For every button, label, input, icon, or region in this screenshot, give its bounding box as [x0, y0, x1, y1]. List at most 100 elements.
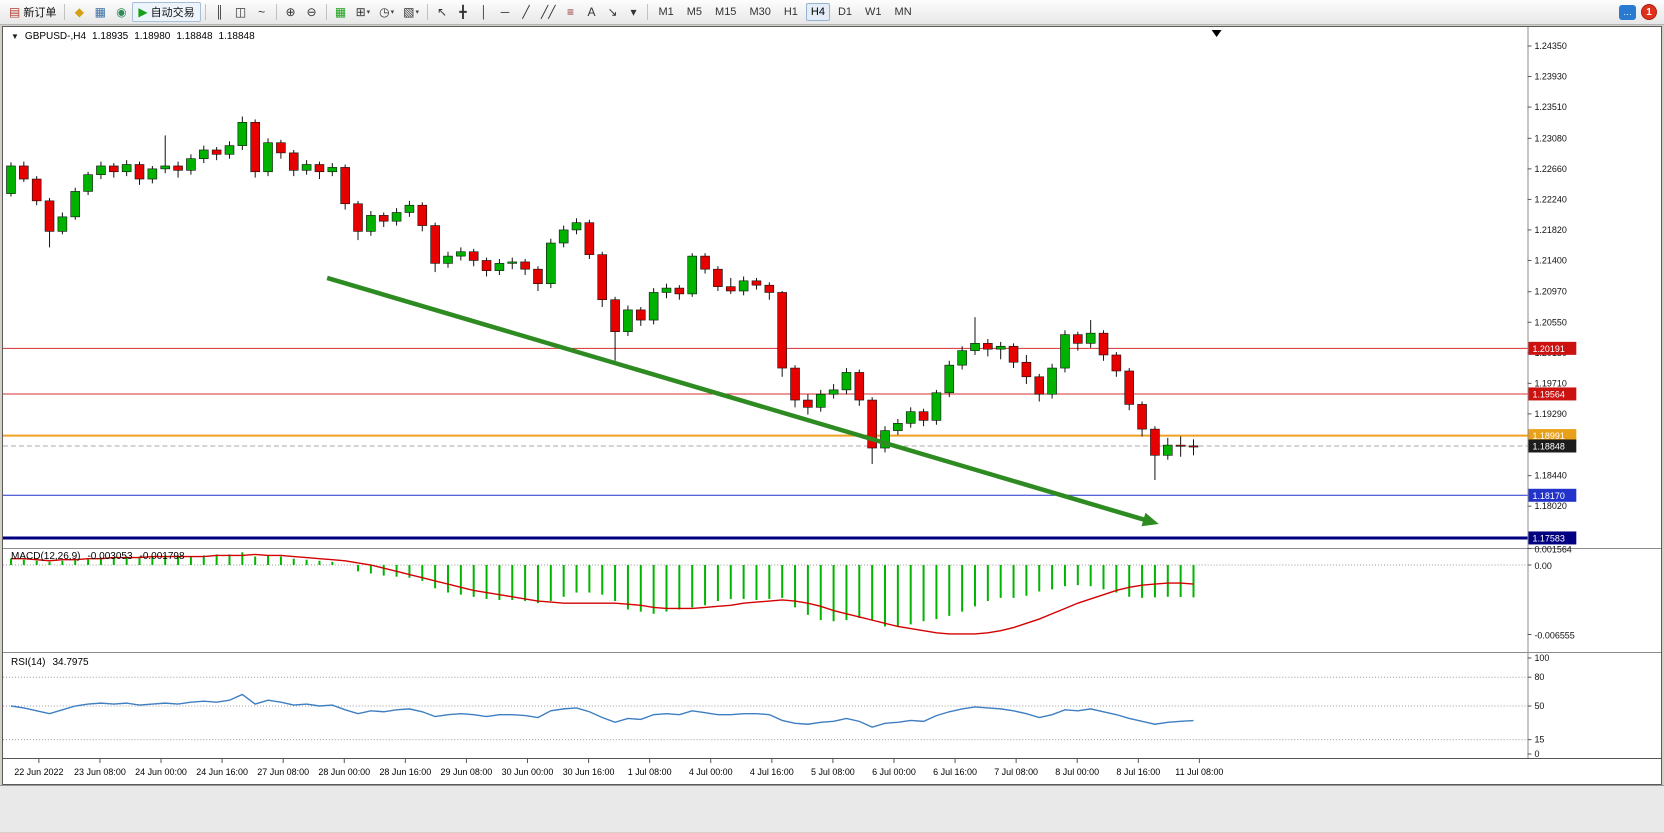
vertical-line-button[interactable]: │ — [474, 2, 494, 22]
cursor-button[interactable]: ↖ — [432, 2, 452, 22]
svg-text:8 Jul 00:00: 8 Jul 00:00 — [1055, 767, 1099, 777]
svg-text:5 Jul 08:00: 5 Jul 08:00 — [811, 767, 855, 777]
svg-text:4 Jul 00:00: 4 Jul 00:00 — [689, 767, 733, 777]
rsi-value: 34.7975 — [52, 657, 89, 668]
timeframe-h4-label: H4 — [810, 6, 825, 18]
new-chart-button[interactable]: ⊞ ▾ — [352, 2, 375, 22]
zoom-out-button[interactable]: ⊖ — [302, 2, 322, 22]
svg-text:1.22660: 1.22660 — [1534, 164, 1566, 174]
chart-window-button[interactable]: ▦ — [90, 2, 110, 22]
arrows-button[interactable]: ↘ — [602, 2, 622, 22]
timeframe-d1[interactable]: D1 — [833, 3, 857, 21]
line-chart-button[interactable]: ~ — [252, 2, 272, 22]
svg-text:1.18848: 1.18848 — [1532, 441, 1564, 451]
candlestick-series — [6, 116, 1199, 481]
trendline-button-icon: ╱ — [522, 5, 530, 19]
timeframe-mn[interactable]: MN — [890, 3, 917, 21]
trend-arrow[interactable] — [326, 275, 1159, 527]
toolbar-separator — [275, 4, 277, 20]
autotrade-button[interactable]: ▶ 自动交易 — [132, 2, 201, 22]
periods-button[interactable]: ◷ ▾ — [375, 2, 398, 22]
help-info-button-icon: ◉ — [116, 5, 127, 19]
rsi-label: RSI(14) 34.7975 — [11, 657, 89, 668]
timeframe-m1[interactable]: M1 — [653, 3, 678, 21]
equidistant-channel-button[interactable]: ╱╱ — [537, 2, 559, 22]
new-order-button-icon: ▤ — [9, 5, 21, 19]
zoom-in-button[interactable]: ⊕ — [281, 2, 301, 22]
timeframe-m5-label: M5 — [686, 6, 703, 18]
svg-text:1.23080: 1.23080 — [1534, 133, 1566, 143]
svg-text:1.21820: 1.21820 — [1534, 225, 1566, 235]
svg-text:1.19710: 1.19710 — [1534, 378, 1566, 388]
timeframe-w1-label: W1 — [865, 6, 882, 18]
trendline-button[interactable]: ╱ — [516, 2, 536, 22]
one-click-trading-expander[interactable]: ▼ — [11, 32, 19, 41]
svg-text:0.001564: 0.001564 — [1534, 544, 1571, 554]
chart-window-button-icon: ▦ — [94, 5, 107, 19]
notification-badge[interactable]: 1 — [1641, 4, 1657, 20]
svg-text:80: 80 — [1534, 672, 1544, 682]
rsi-panel: 100 80 50 15 0 — [3, 653, 1549, 759]
candlestick-chart-button[interactable]: ◫ — [231, 2, 251, 22]
rsi-title: RSI(14) — [11, 657, 46, 668]
bar-chart-button-icon: ║ — [215, 5, 224, 19]
timeframe-mn-label: MN — [894, 6, 912, 18]
svg-text:1.23510: 1.23510 — [1534, 102, 1566, 112]
svg-text:1.18991: 1.18991 — [1532, 431, 1564, 441]
objects-dropdown-button[interactable]: ▾ — [623, 2, 643, 22]
market-watch-button[interactable]: ◆ — [69, 2, 89, 22]
timeframe-m15[interactable]: M15 — [710, 3, 741, 21]
timeframe-m30[interactable]: M30 — [744, 3, 775, 21]
help-info-button[interactable]: ◉ — [111, 2, 131, 22]
new-order-button-label: 新订单 — [23, 7, 57, 19]
crosshair-button-icon: ╋ — [459, 5, 467, 19]
toolbar: ▤ 新订单 ◆ ▦ ◉ ▶ 自动交易 ║ ◫ ~ ⊕ ⊖ ▦ ⊞ ▾ ◷ ▾ ▧ ▾ ↖ ╋ │ ─ ╱ ╱╱ ≡ A ↘ ▾ M1 M5 M… — [0, 0, 1664, 25]
autotrade-button-icon: ▶ — [138, 5, 148, 19]
svg-text:1.18440: 1.18440 — [1534, 471, 1566, 481]
bar-chart-button[interactable]: ║ — [210, 2, 230, 22]
chart-shift-marker[interactable] — [1211, 30, 1222, 37]
timeframe-w1[interactable]: W1 — [860, 3, 887, 21]
templates-button[interactable]: ▧ ▾ — [399, 2, 423, 22]
svg-text:27 Jun 08:00: 27 Jun 08:00 — [257, 767, 309, 777]
new-chart-button-caret: ▾ — [366, 9, 371, 16]
quote-open: 1.18935 — [92, 31, 129, 42]
svg-text:1.23930: 1.23930 — [1534, 72, 1566, 82]
arrows-button-icon: ↘ — [607, 5, 618, 19]
crosshair-button[interactable]: ╋ — [453, 2, 473, 22]
zoom-out-button-icon: ⊖ — [306, 5, 317, 19]
chat-button[interactable]: … — [1619, 4, 1636, 20]
timeframe-h1[interactable]: H1 — [779, 3, 803, 21]
svg-text:50: 50 — [1534, 701, 1544, 711]
market-watch-button-icon: ◆ — [74, 5, 84, 19]
svg-text:1.21400: 1.21400 — [1534, 255, 1566, 265]
window-bottom-strip — [0, 785, 1664, 832]
price-axis: 1.24350 1.23930 1.23510 1.23080 1.22660 1.222… — [1527, 41, 1567, 511]
tile-windows-button[interactable]: ▦ — [331, 2, 351, 22]
svg-text:1 Jul 08:00: 1 Jul 08:00 — [628, 767, 672, 777]
svg-text:1.20970: 1.20970 — [1534, 287, 1566, 297]
text-label-button[interactable]: A — [581, 2, 601, 22]
autotrade-button-label: 自动交易 — [150, 7, 195, 19]
macd-signal-value: -0.001798 — [139, 551, 185, 562]
svg-text:15: 15 — [1534, 735, 1544, 745]
horizontal-line-button-icon: ─ — [500, 5, 510, 19]
new-order-button[interactable]: ▤ 新订单 — [5, 2, 60, 22]
line-chart-button-icon: ~ — [258, 5, 266, 19]
quote-close: 1.18848 — [218, 31, 255, 42]
chart-window: 1.24350 1.23930 1.23510 1.23080 1.22660 1.222… — [2, 26, 1662, 785]
horizontal-line-button[interactable]: ─ — [495, 2, 515, 22]
equidistant-channel-button-icon: ╱╱ — [541, 5, 556, 19]
chart-canvas[interactable]: 1.24350 1.23930 1.23510 1.23080 1.22660 1.222… — [3, 27, 1661, 784]
svg-text:28 Jun 16:00: 28 Jun 16:00 — [379, 767, 431, 777]
fibonacci-button[interactable]: ≡ — [560, 2, 580, 22]
timeframe-m5[interactable]: M5 — [682, 3, 707, 21]
svg-text:23 Jun 08:00: 23 Jun 08:00 — [74, 767, 126, 777]
svg-text:1.22240: 1.22240 — [1534, 194, 1566, 204]
zoom-in-button-icon: ⊕ — [285, 5, 296, 19]
timeframe-h4[interactable]: H4 — [805, 3, 830, 21]
toolbar-separator — [427, 4, 429, 20]
toolbar-separator — [204, 4, 206, 20]
svg-text:6 Jul 00:00: 6 Jul 00:00 — [872, 767, 916, 777]
